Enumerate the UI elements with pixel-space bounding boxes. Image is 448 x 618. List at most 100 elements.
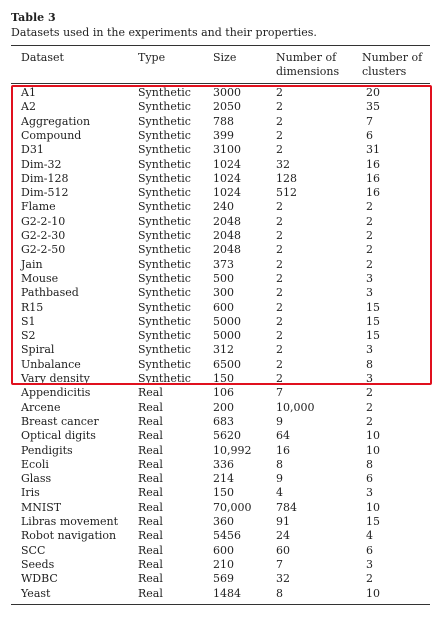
dataset-cell: Flame xyxy=(21,200,56,214)
size-cell: 5456 xyxy=(213,529,241,543)
dimensions-cell: 2 xyxy=(276,314,283,328)
clusters-cell: 2 xyxy=(366,386,373,400)
type-cell: Synthetic xyxy=(138,171,191,185)
type-cell: Real xyxy=(138,586,163,600)
size-cell: 10,992 xyxy=(213,443,252,457)
dataset-cell: G2-2-10 xyxy=(21,214,66,228)
dataset-cell: Dim-32 xyxy=(21,157,62,171)
size-cell: 5000 xyxy=(213,329,241,343)
dataset-cell: Arcene xyxy=(21,400,61,414)
table-row: Vary density Synthetic 150 2 3 xyxy=(0,372,448,386)
table-row: Pendigits Real 10,992 16 10 xyxy=(0,444,448,458)
size-cell: 200 xyxy=(213,400,234,414)
clusters-cell: 3 xyxy=(366,372,373,385)
clusters-cell: 10 xyxy=(366,586,380,600)
table-row: A2 Synthetic 2050 2 35 xyxy=(0,100,448,114)
type-cell: Synthetic xyxy=(138,329,191,343)
clusters-cell: 20 xyxy=(366,86,380,99)
clusters-cell: 6 xyxy=(366,472,373,486)
highlight-box xyxy=(11,85,432,385)
size-cell: 2048 xyxy=(213,229,241,242)
table-row: Seeds Real 210 7 3 xyxy=(0,558,448,572)
size-cell: 3000 xyxy=(213,86,241,99)
dimensions-cell: 10,000 xyxy=(276,400,315,414)
header-clusters: Number of clusters xyxy=(362,51,422,79)
type-cell: Synthetic xyxy=(138,86,191,99)
dimensions-cell: 32 xyxy=(276,572,290,586)
table-row: Appendicitis Real 106 7 2 xyxy=(0,386,448,400)
table-row: A1 Synthetic 3000 2 20 xyxy=(0,86,448,100)
type-cell: Synthetic xyxy=(138,186,191,200)
clusters-cell: 3 xyxy=(366,557,373,571)
dimensions-cell: 2 xyxy=(276,329,283,343)
table-row: Ecoli Real 336 8 8 xyxy=(0,458,448,472)
table-row: WDBC Real 569 32 2 xyxy=(0,572,448,586)
size-cell: 3100 xyxy=(213,143,241,157)
clusters-cell: 2 xyxy=(366,257,373,271)
table-row: G2-2-10 Synthetic 2048 2 2 xyxy=(0,215,448,229)
table-row: Jain Synthetic 373 2 2 xyxy=(0,258,448,272)
dimensions-cell: 128 xyxy=(276,171,297,185)
dimensions-cell: 32 xyxy=(276,157,290,171)
type-cell: Synthetic xyxy=(138,200,191,214)
dimensions-cell: 60 xyxy=(276,543,290,557)
dataset-cell: Libras movement xyxy=(21,515,119,528)
table-row: Mouse Synthetic 500 2 3 xyxy=(0,272,448,286)
type-cell: Synthetic xyxy=(138,114,191,128)
top-rule xyxy=(11,45,430,46)
clusters-cell: 3 xyxy=(366,286,373,300)
dimensions-cell: 2 xyxy=(276,229,283,242)
dimensions-cell: 2 xyxy=(276,86,283,99)
type-cell: Real xyxy=(138,472,163,486)
table-row: R15 Synthetic 600 2 15 xyxy=(0,301,448,315)
bottom-rule xyxy=(11,604,430,605)
size-cell: 1484 xyxy=(213,586,241,600)
size-cell: 214 xyxy=(213,472,234,486)
type-cell: Real xyxy=(138,386,163,400)
dataset-cell: Optical digits xyxy=(21,429,96,443)
dimensions-cell: 2 xyxy=(276,257,283,271)
table-row: S2 Synthetic 5000 2 15 xyxy=(0,329,448,343)
dataset-cell: Breast cancer xyxy=(21,414,99,428)
dimensions-cell: 8 xyxy=(276,457,283,471)
dataset-cell: Dim-128 xyxy=(21,171,69,185)
size-cell: 569 xyxy=(213,572,234,586)
header-size: Size xyxy=(213,51,237,64)
size-cell: 2048 xyxy=(213,243,241,257)
table-row: G2-2-30 Synthetic 2048 2 2 xyxy=(0,229,448,243)
size-cell: 312 xyxy=(213,343,234,357)
dimensions-cell: 4 xyxy=(276,486,283,500)
type-cell: Real xyxy=(138,543,163,557)
clusters-cell: 2 xyxy=(366,214,373,228)
dimensions-cell: 7 xyxy=(276,557,283,571)
dimensions-cell: 9 xyxy=(276,472,283,486)
header-dimensions-line2: dimensions xyxy=(276,65,340,78)
type-cell: Real xyxy=(138,486,163,500)
size-cell: 500 xyxy=(213,271,234,285)
dimensions-cell: 512 xyxy=(276,186,297,200)
size-cell: 600 xyxy=(213,300,234,314)
dataset-cell: Seeds xyxy=(21,557,55,571)
clusters-cell: 2 xyxy=(366,572,373,586)
table-row: Pathbased Synthetic 300 2 3 xyxy=(0,286,448,300)
size-cell: 240 xyxy=(213,200,234,214)
dataset-cell: Appendicitis xyxy=(21,386,91,400)
table-row: D31 Synthetic 3100 2 31 xyxy=(0,143,448,157)
size-cell: 1024 xyxy=(213,157,241,171)
size-cell: 683 xyxy=(213,414,234,428)
dataset-cell: R15 xyxy=(21,300,44,314)
dataset-cell: Vary density xyxy=(21,372,90,385)
dimensions-cell: 64 xyxy=(276,429,290,443)
dataset-cell: Yeast xyxy=(21,586,51,600)
type-cell: Synthetic xyxy=(138,229,191,242)
clusters-cell: 2 xyxy=(366,229,373,242)
size-cell: 788 xyxy=(213,114,234,128)
dimensions-cell: 2 xyxy=(276,143,283,157)
dataset-cell: WDBC xyxy=(21,572,58,586)
table-row: Dim-512 Synthetic 1024 512 16 xyxy=(0,186,448,200)
header-clusters-line1: Number of xyxy=(362,51,423,64)
dimensions-cell: 2 xyxy=(276,343,283,357)
type-cell: Synthetic xyxy=(138,243,191,257)
type-cell: Real xyxy=(138,500,163,514)
type-cell: Synthetic xyxy=(138,128,191,142)
